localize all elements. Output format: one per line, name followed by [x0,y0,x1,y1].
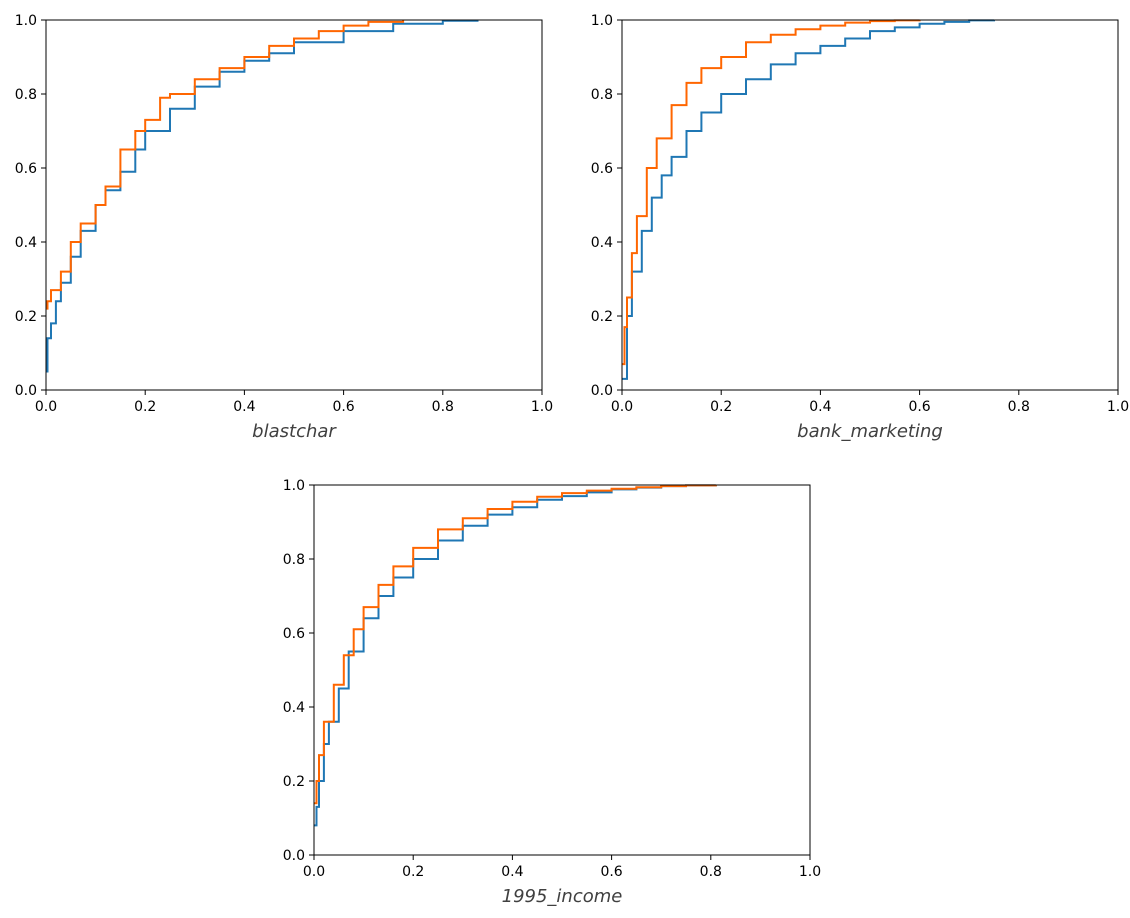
plot-frame [313,484,811,856]
x-axis-label: 1995_income [502,886,623,907]
plot-frame [621,19,1119,391]
x-tick-label: 1.0 [531,399,553,415]
x-tick-label: 0.8 [700,864,722,880]
series-line-2 [46,20,405,310]
x-tick-label: 0.0 [303,864,325,880]
x-tick-label: 0.0 [611,399,633,415]
y-tick-label: 0.6 [15,161,37,177]
x-tick-label: 1.0 [799,864,821,880]
y-tick-label: 0.4 [591,235,613,251]
y-tick-label: 0.4 [15,235,37,251]
y-tick-label: 0.0 [283,848,305,864]
y-tick-label: 1.0 [591,13,613,29]
y-tick-label: 0.8 [15,87,37,103]
chart-panel-1995-income: 0.0 0.2 0.4 0.6 0.8 1.0 0.0 0.2 0.4 0.6 0.8 1.0 1995… [283,478,821,907]
y-tick-label: 0.2 [15,309,37,325]
x-tick-label: 0.2 [134,399,156,415]
y-tick-label: 0.8 [591,87,613,103]
chart-panel-blastchar: 0.0 0.2 0.4 0.6 0.8 1.0 0.0 0.2 0.4 0.6 0.8 1.0 blas… [15,13,553,442]
y-tick-label: 0.0 [15,383,37,399]
y-tick-label: 0.2 [591,309,613,325]
y-tick-label: 1.0 [283,478,305,494]
x-tick-label: 0.0 [35,399,57,415]
series-line-1 [46,19,479,373]
x-axis-label: blastchar [252,421,337,442]
y-tick-label: 0.6 [283,626,305,642]
x-tick-label: 0.8 [1008,399,1030,415]
series-line-2 [314,484,717,805]
y-tick-label: 0.8 [283,552,305,568]
plot-frame [45,19,543,391]
chart-panel-bank-marketing: 0.0 0.2 0.4 0.6 0.8 1.0 0.0 0.2 0.4 0.6 0.8 1.0 bank… [591,13,1129,442]
y-tick-label: 0.4 [283,700,305,716]
series-line-1 [314,484,717,827]
x-tick-label: 0.6 [908,399,930,415]
x-tick-label: 0.4 [501,864,523,880]
x-tick-label: 0.8 [432,399,454,415]
y-tick-label: 0.2 [283,774,305,790]
y-tick-label: 1.0 [15,13,37,29]
series-line-1 [622,19,995,380]
y-tick-label: 0.6 [591,161,613,177]
y-tick-label: 0.0 [591,383,613,399]
x-tick-label: 0.6 [332,399,354,415]
x-tick-label: 0.4 [233,399,255,415]
x-tick-label: 0.2 [710,399,732,415]
x-tick-label: 0.2 [402,864,424,880]
x-tick-label: 0.4 [809,399,831,415]
x-tick-label: 0.6 [600,864,622,880]
x-axis-label: bank_marketing [797,421,943,442]
x-tick-label: 1.0 [1107,399,1129,415]
series-line-2 [622,19,921,366]
